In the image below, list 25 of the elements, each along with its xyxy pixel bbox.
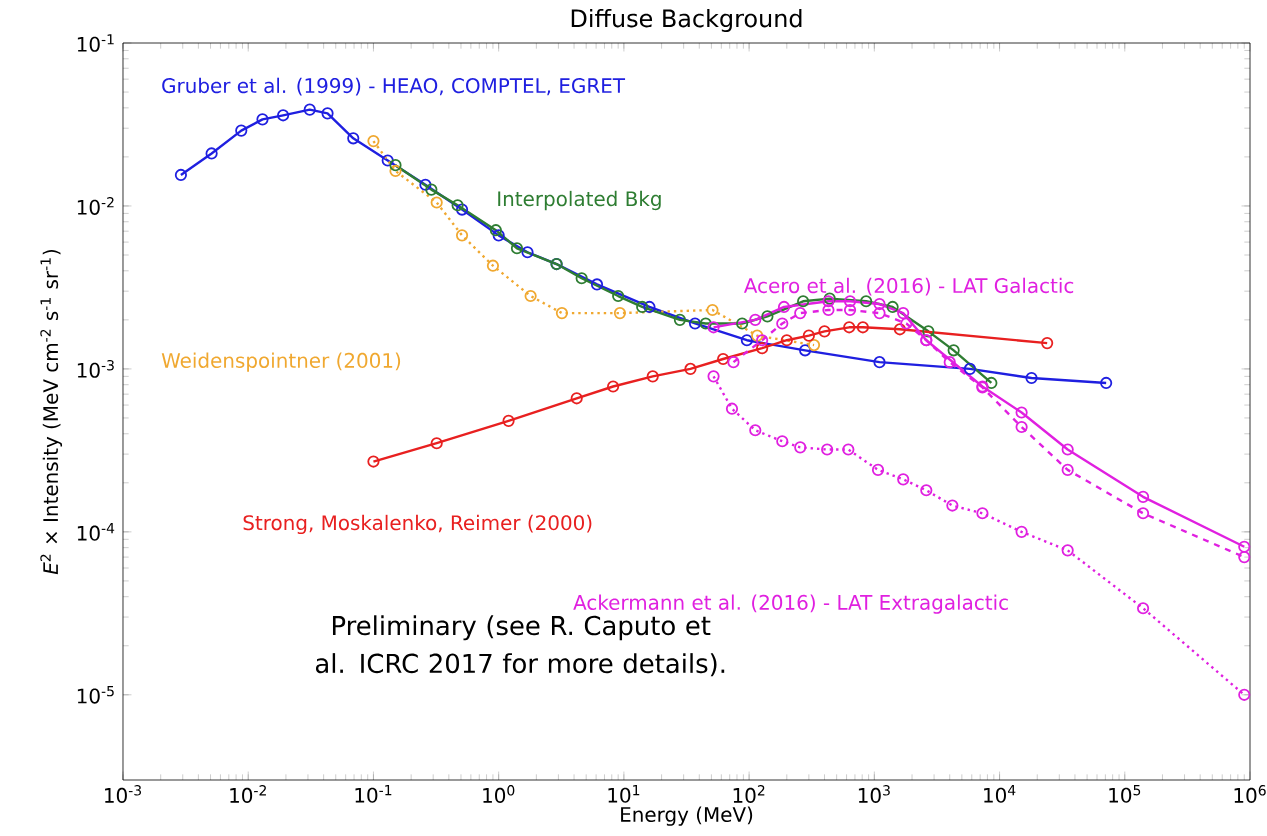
text: Ackermann et al. (2016) - LAT Extragalactic [573,594,1008,614]
text: Strong, Moskalenko, Reimer (2000) [243,514,592,535]
x-tick-label: 10$^{4}$ [984,785,1016,803]
chart-title: Diffuse Background [571,8,802,32]
x-tick-label: 10$^{3}$ [858,785,890,803]
x-tick-label: 10$^{-3}$ [105,785,142,803]
x-tick-label: 10$^{-2}$ [230,785,266,803]
x-tick-label: 10$^{5}$ [1109,785,1141,803]
series-label: Acero et al. (2016) - LAT Galactic [743,277,1074,296]
annotation: Preliminary (see R. Caputo et al. ICRC 2017 for more details). [315,615,725,677]
x-tick-label: 10$^{0}$ [483,785,515,803]
y-tick-label: 10$^{-2}$ [77,197,114,215]
text: E$^{2}$ × Intensity (MeV cm$^{-2}$ s$^{-1}$ sr$^{-1}$) [40,249,63,575]
y-tick-label: 10$^{-3}$ [77,359,114,378]
x-tick-label: 10$^{2}$ [733,785,765,803]
x-tick-label: 10$^{1}$ [608,785,640,803]
x-tick-label: 10$^{-1}$ [355,785,392,803]
x-axis-title: Energy (MeV) [621,806,753,826]
y-tick-label: 10$^{-4}$ [77,523,115,541]
text: Gruber et al. (1999) - HEAO, COMPTEL, EGRET [162,77,626,96]
series-label: Interpolated Bkg [498,190,661,211]
x-tick-label: 10$^{6}$ [1234,785,1266,803]
text: Weidenspointner (2001) [161,352,401,372]
y-tick-label: 10$^{-1}$ [77,34,114,52]
y-tick-label: 10$^{-5}$ [77,685,114,704]
